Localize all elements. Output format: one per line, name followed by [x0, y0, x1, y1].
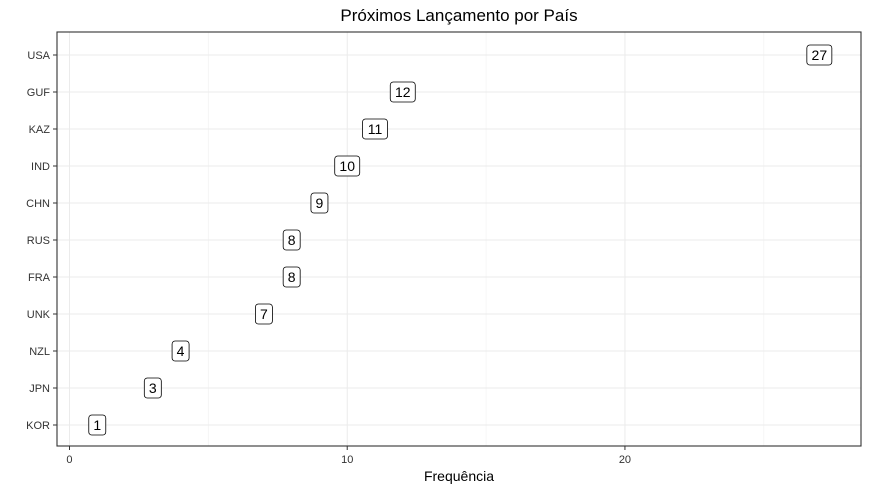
data-label-box	[310, 192, 329, 214]
data-label-box	[143, 377, 162, 399]
data-label: 8	[282, 266, 301, 288]
data-label: 4	[171, 340, 190, 362]
data-label-text: 3	[149, 380, 157, 396]
data-label-text: 4	[177, 343, 185, 359]
data-label: 7	[255, 303, 273, 325]
y-tick-label: USA	[27, 50, 50, 62]
data-label-text: 1	[93, 417, 101, 433]
x-tick-label: 20	[619, 454, 631, 466]
data-label-text: 11	[368, 121, 383, 137]
y-tick-label: UNK	[27, 309, 51, 321]
data-label: 12	[389, 81, 416, 103]
x-axis-title: Frequência	[424, 468, 494, 484]
data-label-box	[88, 414, 107, 436]
y-tick-label: JPN	[29, 383, 50, 395]
x-tick-label: 0	[66, 454, 72, 466]
y-tick-label: KAZ	[29, 124, 51, 136]
data-label-text: 12	[395, 84, 411, 100]
plot-panel	[56, 31, 862, 447]
y-tick-label: RUS	[27, 235, 50, 247]
data-label-box	[389, 81, 416, 103]
data-label-box	[282, 266, 301, 288]
data-label-box	[255, 303, 273, 325]
data-label: 27	[806, 44, 833, 66]
data-label-box	[362, 118, 388, 140]
data-label-text: 8	[288, 269, 296, 285]
y-tick-label: FRA	[28, 272, 51, 284]
data-label: 11	[362, 118, 388, 140]
data-label-text: 8	[288, 232, 296, 248]
data-label-box	[334, 155, 361, 177]
data-label-box	[282, 229, 301, 251]
data-label-box	[806, 44, 833, 66]
chart-title: Próximos Lançamento por País	[340, 6, 577, 25]
x-tick-label: 10	[341, 454, 353, 466]
x-axis: 0 10 20	[66, 446, 631, 466]
y-tick-label: GUF	[27, 87, 51, 99]
y-axis: KOR JPN NZL UNK FRA RUS CHN IND KAZ GUF USA	[26, 50, 57, 432]
y-tick-label: NZL	[29, 346, 50, 358]
y-tick-label: KOR	[26, 420, 50, 432]
grid	[57, 32, 861, 446]
data-label-text: 7	[260, 306, 268, 322]
data-label-text: 27	[812, 47, 828, 63]
data-label: 10	[334, 155, 361, 177]
data-label: 1	[88, 414, 107, 436]
y-tick-label: CHN	[26, 198, 50, 210]
data-label-text: 10	[339, 158, 355, 174]
data-label: 8	[282, 229, 301, 251]
data-label: 3	[143, 377, 162, 399]
y-tick-label: IND	[31, 161, 50, 173]
data-label-box	[171, 340, 190, 362]
data-labels: 1 3 4 7 8 8 9 10 11 12 27	[88, 44, 833, 436]
data-label: 9	[310, 192, 329, 214]
data-label-text: 9	[316, 195, 324, 211]
